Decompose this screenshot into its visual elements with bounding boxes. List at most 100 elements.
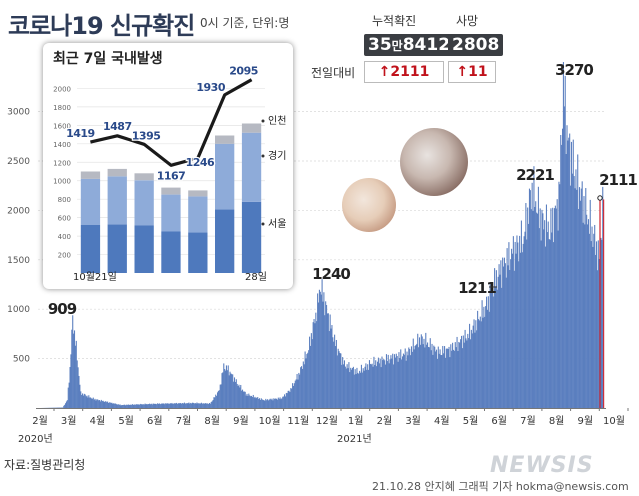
- bar: [97, 399, 99, 408]
- bar: [475, 320, 477, 408]
- bar: [596, 270, 598, 408]
- bar: [87, 397, 89, 408]
- bar: [124, 404, 126, 408]
- bar: [568, 137, 570, 409]
- bar: [89, 397, 91, 408]
- bar: [109, 402, 111, 408]
- bar: [260, 398, 262, 408]
- bar: [465, 338, 467, 408]
- bar: [259, 399, 261, 408]
- bar: [325, 301, 327, 408]
- bar: [492, 287, 494, 408]
- bar: [472, 325, 474, 408]
- bar: [135, 404, 137, 408]
- bar: [77, 367, 79, 408]
- inset-line-label: 1487: [103, 120, 132, 133]
- bar: [64, 404, 66, 408]
- bar: [380, 367, 382, 408]
- bar: [579, 200, 581, 408]
- bar: [205, 403, 207, 408]
- inset-bar-gyeonggi: [241, 132, 262, 202]
- bar: [106, 402, 108, 408]
- bar: [378, 363, 380, 408]
- bar: [323, 292, 325, 408]
- bar: [373, 356, 375, 408]
- bar: [152, 403, 154, 408]
- inset-line-label: 2095: [229, 65, 258, 78]
- bar: [284, 394, 286, 408]
- bar: [508, 242, 510, 408]
- bar: [556, 199, 558, 408]
- bar: [155, 403, 157, 408]
- bar: [368, 369, 370, 408]
- bar: [102, 400, 104, 408]
- bar: [113, 403, 115, 408]
- bar: [544, 220, 546, 408]
- bar: [122, 405, 124, 408]
- bar: [457, 351, 459, 408]
- bar: [517, 242, 519, 408]
- bar: [65, 403, 67, 408]
- bar: [410, 355, 412, 408]
- bar: [104, 401, 106, 408]
- bar: [229, 371, 231, 408]
- bar: [345, 368, 347, 408]
- bar: [536, 213, 539, 408]
- bar: [479, 316, 481, 408]
- bar: [221, 373, 223, 408]
- bar: [266, 400, 268, 408]
- bar: [510, 259, 512, 408]
- bar: [344, 366, 346, 408]
- bar: [73, 333, 75, 408]
- deaths-label: 사망: [456, 14, 479, 28]
- bar: [520, 220, 522, 408]
- inset-y-tick-label: 400: [58, 233, 71, 241]
- bar: [482, 317, 484, 408]
- bar: [310, 333, 312, 408]
- bar: [578, 187, 581, 408]
- bar: [232, 374, 234, 408]
- bar: [208, 404, 210, 408]
- bar: [512, 236, 514, 408]
- bar: [567, 140, 569, 408]
- inset-legend-dot: [261, 222, 265, 226]
- bar: [572, 139, 574, 409]
- bar: [354, 369, 356, 408]
- bar: [575, 169, 577, 408]
- inset-bar-incheon: [215, 135, 235, 144]
- bar: [370, 364, 372, 408]
- bar: [340, 353, 342, 408]
- bar: [79, 384, 81, 408]
- bar: [307, 352, 309, 408]
- bar: [569, 133, 571, 408]
- bar: [287, 390, 289, 408]
- x-tick-label: 10월: [259, 415, 281, 427]
- bar: [267, 399, 269, 408]
- bar: [600, 237, 602, 408]
- bar: [570, 185, 572, 408]
- y-tick-label: 2000: [7, 206, 30, 216]
- bar: [348, 362, 350, 408]
- inset-y-tick-label: 1200: [53, 159, 71, 167]
- bar: [396, 356, 398, 408]
- bar: [477, 310, 479, 408]
- bar: [540, 240, 542, 408]
- bar: [313, 319, 315, 408]
- bar: [521, 252, 523, 408]
- bar: [379, 358, 381, 408]
- bar: [530, 209, 532, 408]
- bar: [142, 404, 144, 408]
- bar: [317, 293, 319, 408]
- bar: [371, 363, 373, 408]
- last-bar: [603, 199, 605, 408]
- x-tick-label: 5월: [118, 415, 134, 427]
- bar: [543, 229, 545, 408]
- bar: [235, 379, 237, 408]
- bar: [273, 398, 275, 408]
- bar: [511, 248, 513, 408]
- bar: [349, 372, 351, 408]
- x-tick-label: 8월: [549, 415, 565, 427]
- bar: [322, 301, 324, 408]
- bar: [241, 390, 243, 408]
- bar: [137, 404, 139, 408]
